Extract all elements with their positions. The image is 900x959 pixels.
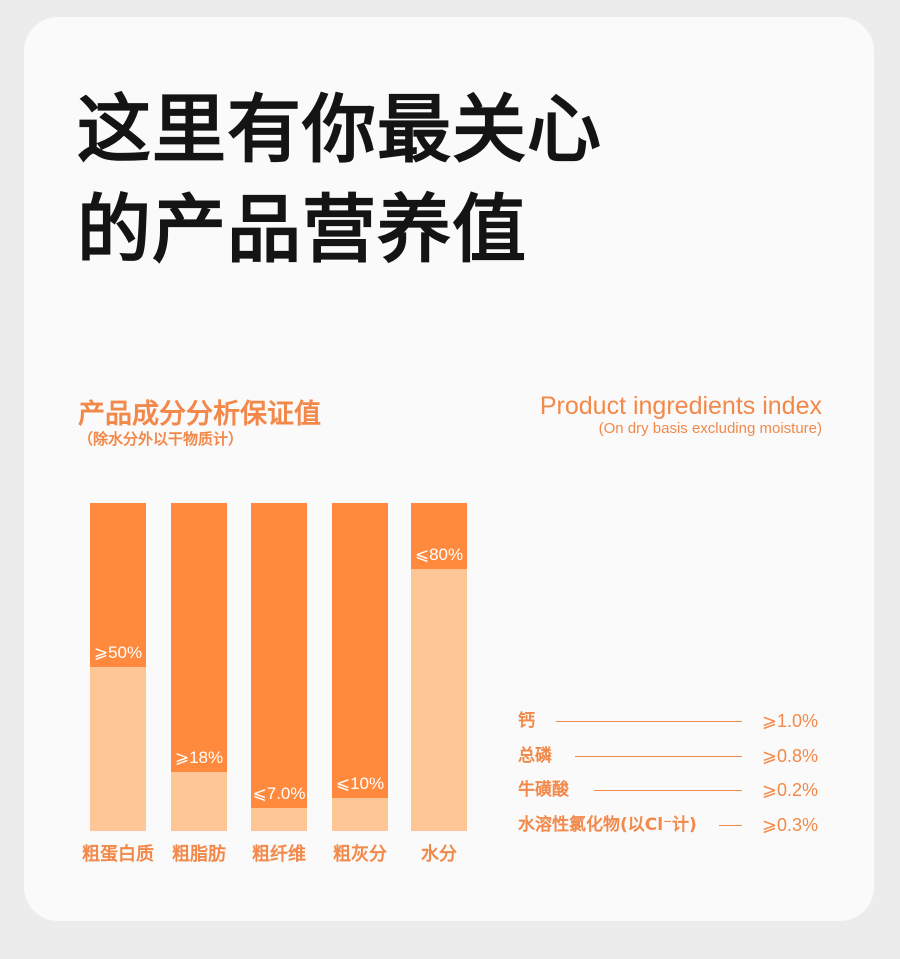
leader-line	[719, 825, 742, 826]
leader-line	[575, 756, 742, 757]
bar: ⩽10%	[332, 503, 388, 831]
bar: ⩽80%	[411, 503, 467, 831]
bar-value-label: ⩽80%	[414, 544, 464, 564]
headline-line-1: 这里有你最关心	[77, 87, 602, 173]
leader-line	[594, 790, 742, 791]
bar-fill	[251, 808, 307, 831]
mineral-name: 牛磺酸	[518, 780, 569, 800]
category-label: 水分	[421, 844, 457, 865]
category-label: 粗脂肪	[172, 844, 226, 865]
mineral-name: 钙	[518, 711, 535, 731]
category-label: 粗灰分	[333, 844, 387, 865]
mineral-row-taurine: 牛磺酸 ⩾0.2%	[518, 778, 818, 802]
bar-value-label: ⩽7.0%	[252, 784, 306, 804]
mineral-row-chloride: 水溶性氯化物(以Cl⁻计) ⩾0.3%	[518, 813, 818, 837]
category-label: 粗蛋白质	[82, 844, 154, 865]
mineral-row-phosphorus: 总磷 ⩾0.8%	[518, 744, 818, 768]
mineral-row-calcium: 钙 ⩾1.0%	[518, 709, 818, 733]
bar-fill	[171, 771, 227, 831]
mineral-value: ⩾0.3%	[761, 815, 818, 835]
bar: ⩾50%	[90, 503, 146, 831]
bar-fill	[332, 798, 388, 831]
bar-fill	[90, 667, 146, 831]
mineral-value: ⩾0.8%	[761, 746, 818, 766]
section-title-en: Product ingredients index	[539, 392, 822, 420]
mineral-value: ⩾0.2%	[761, 780, 818, 800]
bar-fill	[411, 568, 467, 831]
bar: ⩾18%	[171, 503, 227, 831]
section-subtitle-en: (On dry basis excluding moisture)	[598, 420, 822, 437]
bar-value-label: ⩽10%	[335, 774, 385, 794]
section-subtitle-cn: （除水分外以干物质计）	[78, 430, 244, 448]
leader-line	[556, 721, 742, 722]
category-label: 粗纤维	[252, 844, 306, 865]
mineral-value: ⩾1.0%	[761, 711, 818, 731]
mineral-name: 水溶性氯化物(以Cl⁻计)	[518, 815, 697, 835]
headline-line-2: 的产品营养值	[77, 187, 527, 273]
headline: 这里有你最关心 的产品营养值	[77, 80, 602, 280]
mineral-name: 总磷	[518, 746, 552, 766]
bar-value-label: ⩾50%	[93, 643, 143, 662]
bar-value-label: ⩾18%	[174, 747, 224, 767]
bar: ⩽7.0%	[251, 503, 307, 831]
section-title-cn: 产品成分分析保证值	[78, 399, 321, 430]
